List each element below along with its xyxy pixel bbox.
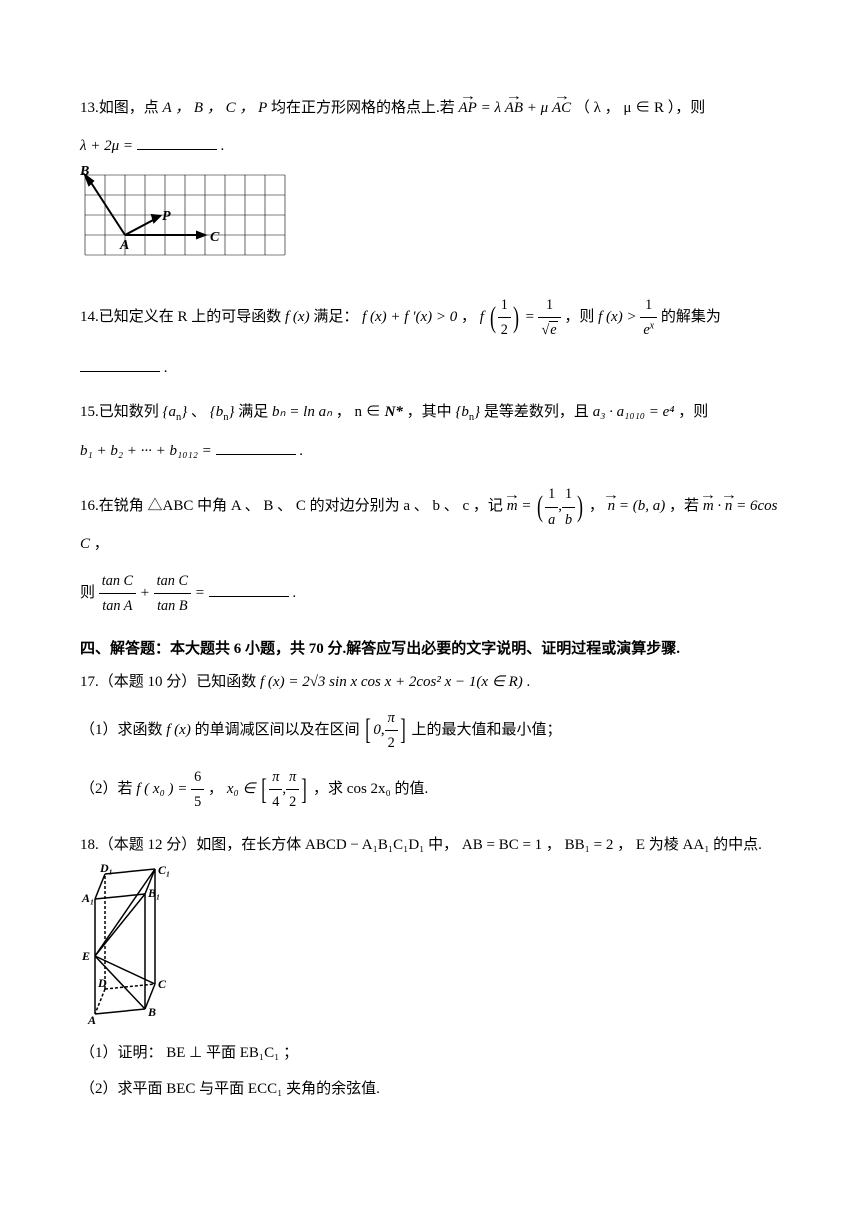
q17-stem: 17.（本题 10 分）已知函数 xyxy=(80,674,260,690)
q13-grid-figure: B P A C xyxy=(80,165,290,275)
q17-p2a: （2）若 xyxy=(80,781,136,797)
q14-f: f xyxy=(480,309,484,325)
problem-16: 16.在锐角 △ABC 中角 A 、 B 、 C 的对边分别为 a 、 b 、 … xyxy=(80,482,790,618)
vec-n: n xyxy=(608,494,616,520)
q14-ineq: f (x) > xyxy=(598,309,640,325)
vec-AB: AB xyxy=(505,96,523,122)
q17-p1c: 上的最大值和最小值； xyxy=(412,722,562,738)
problem-17: 17.（本题 10 分）已知函数 f (x) = 2√3 sin x cos x… xyxy=(80,670,790,814)
q17-fx0: f ( x₀ ) = xyxy=(136,781,191,797)
q14-blank xyxy=(80,356,160,372)
svg-text:D₁: D₁ xyxy=(99,864,113,875)
svg-text:C: C xyxy=(210,230,220,245)
q13-period: . xyxy=(221,138,225,154)
q13-blank xyxy=(137,134,217,150)
svg-text:B₁: B₁ xyxy=(147,886,160,900)
svg-text:C: C xyxy=(158,977,167,991)
q15-a3: a₃ · a₁₀₁₀ = e⁴ xyxy=(593,404,675,420)
vec-m: m xyxy=(507,494,518,520)
q13-text3: （ λ ， μ ∈ R ），则 xyxy=(575,100,705,116)
q16-a: 16.在锐角 △ABC 中角 A 、 B 、 C 的对边分别为 a 、 b 、 … xyxy=(80,498,507,514)
q14-comma: ， xyxy=(461,309,480,325)
q15-N: N* xyxy=(385,404,403,420)
q16-b: ，若 xyxy=(669,498,703,514)
q17-p1fx: f (x) xyxy=(166,722,191,738)
q13-answer-pre: λ + 2μ = xyxy=(80,138,137,154)
q16-comma: ， xyxy=(94,536,109,552)
problem-14: 14.已知定义在 R 上的可导函数 f (x) 满足： f (x) + f ′(… xyxy=(80,293,790,382)
q14-fx: f (x) xyxy=(285,309,310,325)
q13-plus: + μ xyxy=(527,100,548,116)
q15-c: 满足 xyxy=(238,404,272,420)
q14-cond1: f (x) + f ′(x) > 0 xyxy=(362,309,457,325)
q15-blank xyxy=(216,439,296,455)
problem-18: 18.（本题 12 分）如图，在长方体 ABCD − A₁B₁C₁D₁ 中， A… xyxy=(80,833,790,1103)
q14-b: 满足： xyxy=(313,309,358,325)
q15-d: ， n ∈ xyxy=(336,404,385,420)
svg-text:A: A xyxy=(87,1013,96,1027)
svg-text:A₁: A₁ xyxy=(81,891,94,905)
svg-text:P: P xyxy=(162,209,171,224)
q16-blank xyxy=(209,581,289,597)
q13-text: 13.如图，点 xyxy=(80,100,163,116)
q17-p1a: （1）求函数 xyxy=(80,722,166,738)
q18-p2: （2）求平面 BEC 与平面 ECC₁ 夹角的余弦值. xyxy=(80,1077,790,1103)
vec-AC: AC xyxy=(552,96,571,122)
q18-stem: 18.（本题 12 分）如图，在长方体 ABCD − A₁B₁C₁D₁ 中， A… xyxy=(80,833,790,859)
problem-13: 13.如图，点 A ， B ， C ， P 均在正方形网格的格点上.若 AP =… xyxy=(80,96,790,275)
svg-text:A: A xyxy=(119,238,129,253)
q17-fx: f (x) = 2√3 sin x cos x + 2cos² x − 1(x … xyxy=(260,674,523,690)
q15-b: 、 xyxy=(191,404,210,420)
q13-eq: = λ xyxy=(481,100,501,116)
q14-d: 的解集为 xyxy=(661,309,721,325)
q17-p1b: 的单调减区间以及在区间 xyxy=(195,722,364,738)
q15-g: ，则 xyxy=(678,404,708,420)
q15-e: ，其中 xyxy=(407,404,456,420)
q18-cuboid-figure: D₁ C₁ A₁ B₁ E D C A B xyxy=(80,864,210,1029)
q16-then: 则 xyxy=(80,585,99,601)
q17-p2b: ， xyxy=(208,781,227,797)
q13-text2: 均在正方形网格的格点上.若 xyxy=(271,100,459,116)
vec-AP: AP xyxy=(459,96,477,122)
svg-text:C₁: C₁ xyxy=(158,864,170,877)
q14-eq: = xyxy=(525,309,539,325)
q14-c: ，则 xyxy=(564,309,598,325)
q15-sum: b₁ + b₂ + ··· + b₁₀₁₂ = xyxy=(80,443,216,459)
svg-text:B: B xyxy=(147,1005,156,1019)
svg-text:E: E xyxy=(81,949,90,963)
q15-f: 是等差数列，且 xyxy=(484,404,593,420)
q16-nval: (b, a) xyxy=(633,498,666,514)
q17-p2c: ，求 cos 2x₀ 的值. xyxy=(313,781,428,797)
svg-text:D: D xyxy=(97,976,107,990)
svg-text:B: B xyxy=(80,165,89,179)
q15-eqn: bₙ = ln aₙ xyxy=(272,404,332,420)
q14-a: 14.已知定义在 R 上的可导函数 xyxy=(80,309,285,325)
q13-points: A ， B ， C ， P xyxy=(163,100,268,116)
section-4-heading: 四、解答题：本大题共 6 小题，共 70 分.解答应写出必要的文字说明、证明过程… xyxy=(80,637,790,663)
q15-a: 15.已知数列 xyxy=(80,404,163,420)
q16-period: . xyxy=(292,585,296,601)
q15-period: . xyxy=(299,443,303,459)
q14-period: . xyxy=(164,360,168,376)
q17-period: . xyxy=(527,674,531,690)
problem-15: 15.已知数列 {an} 、 {bn} 满足 bₙ = ln aₙ ， n ∈ … xyxy=(80,400,790,464)
q18-p1: （1）证明： BE ⊥ 平面 EB₁C₁ ； xyxy=(80,1041,790,1067)
q17-x0in: x₀ ∈ xyxy=(227,781,259,797)
